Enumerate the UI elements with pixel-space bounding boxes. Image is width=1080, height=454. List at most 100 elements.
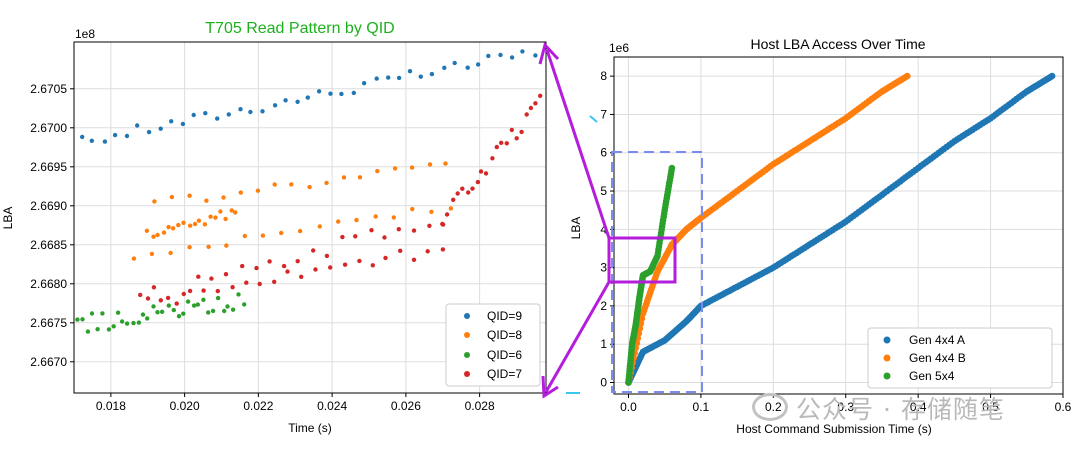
scatter-point [283, 98, 288, 103]
scatter-point [80, 317, 85, 322]
scatter-point [440, 222, 446, 227]
left-legend-box [445, 303, 541, 387]
scatter-point [145, 316, 150, 321]
scatter-point [281, 263, 287, 269]
scatter-point [483, 171, 489, 176]
scatter-point [442, 65, 447, 71]
scatter-point [149, 251, 155, 257]
scatter-point [341, 175, 347, 180]
scatter-point [218, 209, 223, 214]
scatter-point [255, 188, 261, 193]
scatter-point [223, 216, 228, 222]
scatter-point [514, 136, 519, 141]
scatter-point [135, 123, 140, 128]
scatter-point [166, 303, 171, 308]
scatter-point [427, 162, 433, 167]
scatter-point [411, 228, 417, 233]
left-ylabel: LBA [1, 207, 15, 230]
scatter-point [155, 310, 160, 315]
scatter-point [478, 169, 484, 174]
left-legend-label: QID=8 [487, 328, 522, 342]
right-plot-frame [613, 56, 1064, 395]
scatter-point [455, 191, 460, 196]
scatter-point [289, 182, 294, 187]
y-tick-label: 2.6680 [30, 277, 67, 291]
x-tick-label: 0.028 [465, 399, 495, 413]
scatter-point [222, 308, 227, 314]
scatter-point [409, 165, 415, 170]
right-offset-label: 1e6 [609, 41, 629, 55]
scatter-point [339, 91, 344, 97]
watermark-text: 公众号 · 存储随笔 [796, 395, 1005, 424]
y-tick-label: 8 [600, 69, 607, 83]
scatter-point [538, 93, 543, 99]
zoom-region-dashed-box [611, 151, 703, 393]
scatter-point [229, 208, 234, 213]
y-tick-label: 0 [600, 376, 607, 390]
zoom-annotation [538, 41, 703, 399]
scatter-point [475, 62, 481, 67]
x-tick-label: 0.1 [693, 400, 710, 414]
scatter-point [398, 248, 403, 253]
scatter-point [131, 320, 136, 326]
scatter-point [528, 105, 534, 111]
scatter-point [305, 95, 310, 100]
scatter-point [429, 71, 435, 77]
scatter-point [254, 265, 259, 271]
scatter-point [272, 103, 278, 108]
scatter-point [386, 75, 391, 80]
scatter-point [215, 288, 220, 294]
scatter-point [102, 139, 108, 144]
wechat-logo-icon [752, 393, 788, 421]
scatter-point [181, 220, 186, 225]
scatter-point [201, 288, 206, 293]
scatter-point [187, 245, 192, 250]
left-grid [74, 42, 546, 393]
y-tick-label: 2.6675 [30, 316, 67, 330]
left-legend-marker [464, 313, 470, 319]
scatter-point [307, 184, 312, 190]
right-legend-marker [883, 372, 891, 380]
scatter-point [490, 156, 495, 161]
callout-arrow-bottom [544, 281, 611, 393]
scatter-point [340, 234, 345, 240]
scatter-point [223, 272, 229, 277]
y-tick-label: 2.6700 [30, 121, 67, 135]
x-tick-label: 0.022 [243, 399, 273, 413]
right-legend-label: Gen 4x4 A [909, 333, 965, 347]
scatter-point [382, 235, 387, 240]
scatter-point [124, 133, 130, 139]
scatter-point [244, 280, 249, 285]
scatter-point [316, 89, 322, 94]
scatter-point [238, 107, 243, 112]
scatter-point [233, 210, 238, 215]
scatter-point [203, 111, 208, 116]
y-tick-label: 2.6685 [30, 238, 67, 252]
scatter-point [427, 223, 432, 228]
scatter-point [369, 228, 374, 233]
scatter-point [180, 121, 186, 127]
left-legend-label: QID=6 [487, 348, 522, 362]
watermark: 公众号 · 存储随笔 [752, 390, 1005, 426]
scatter-point [181, 311, 186, 316]
scatter-point [361, 81, 367, 86]
scatter-point [374, 76, 379, 81]
y-tick-label: 5 [600, 184, 607, 198]
scatter-point [429, 209, 434, 214]
right-ylabel: LBA [569, 217, 583, 240]
scatter-point [396, 75, 402, 81]
scatter-point [440, 247, 446, 252]
y-tick-label: 2.6690 [30, 199, 67, 213]
scatter-point [465, 65, 470, 70]
scatter-point [357, 258, 362, 264]
scatter-point [85, 329, 91, 334]
scatter-point [168, 250, 173, 256]
scatter-point [297, 228, 303, 234]
scatter-point [904, 72, 911, 80]
scatter-point [444, 212, 450, 217]
scatter-point [373, 214, 378, 219]
scatter-point [328, 91, 333, 96]
scatter-point [342, 262, 348, 267]
scatter-point [311, 248, 316, 253]
